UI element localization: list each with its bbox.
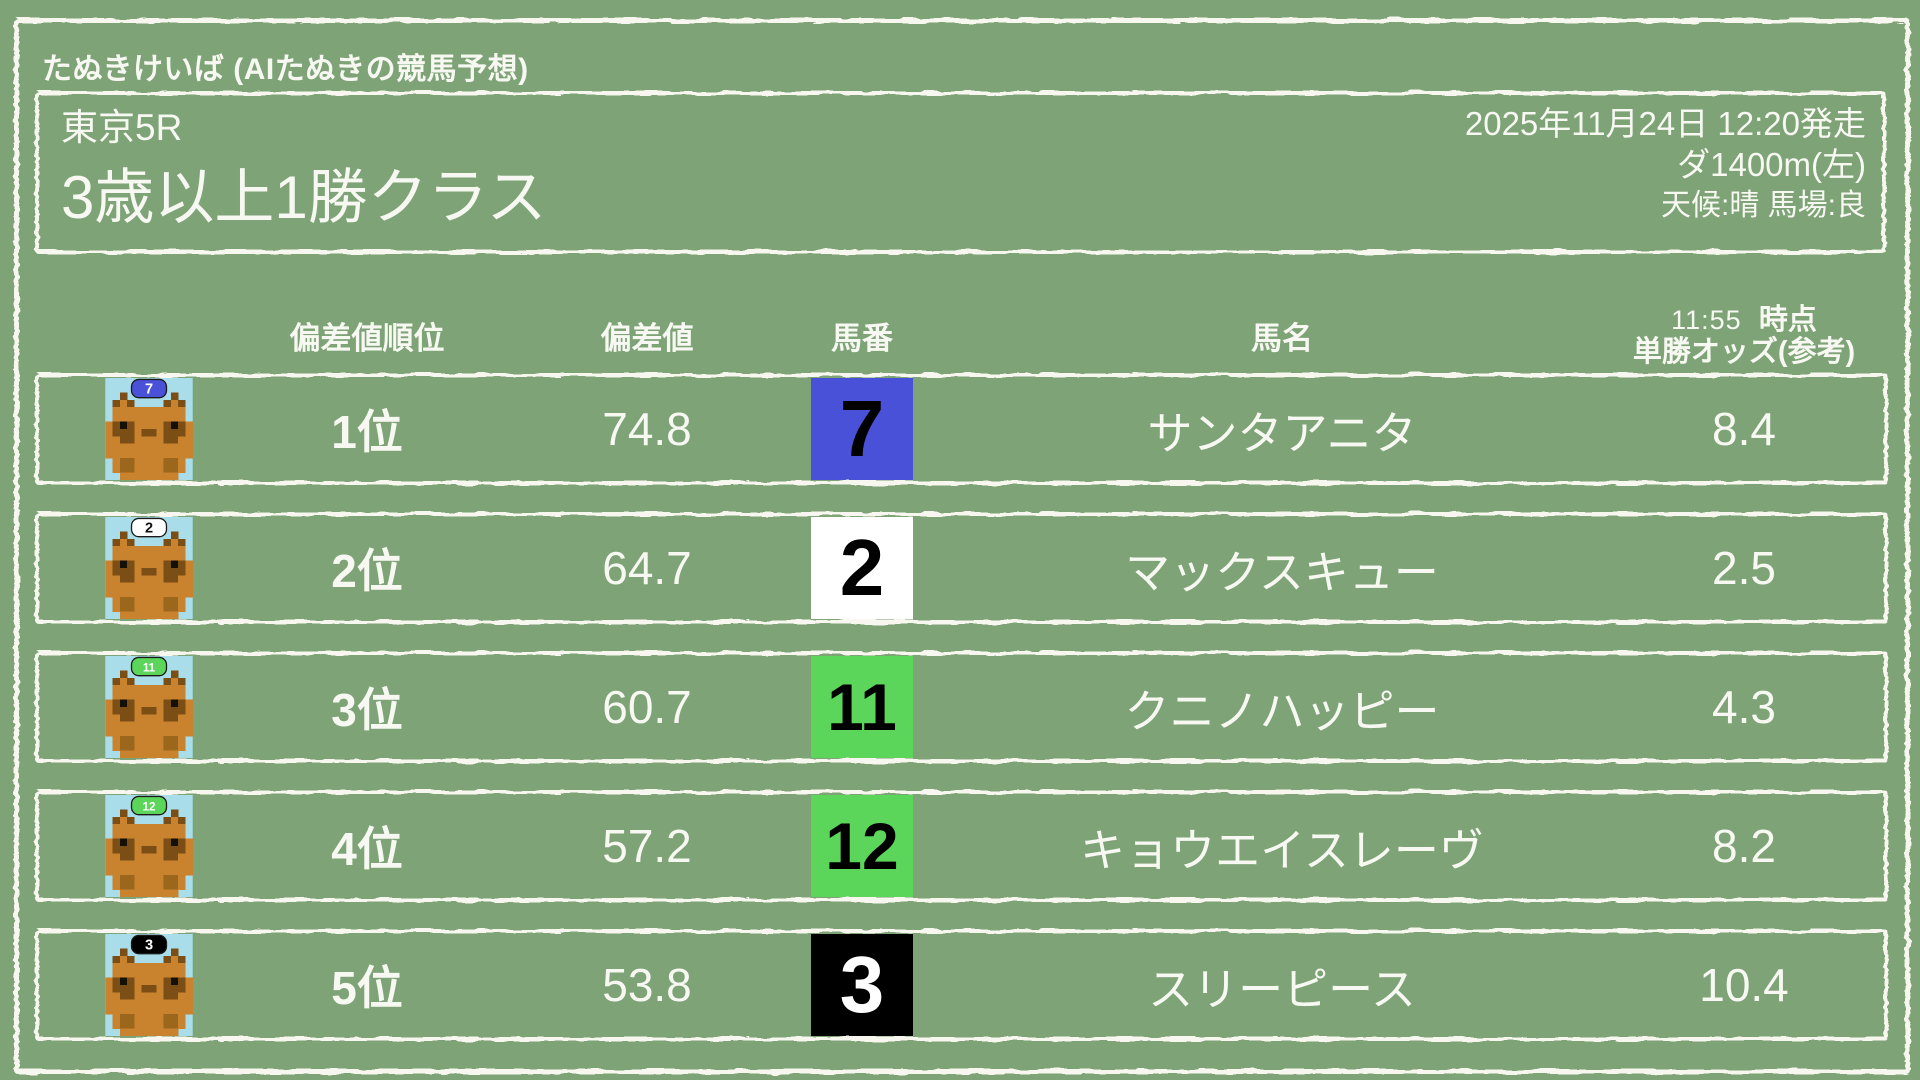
horse-row: 11 3位 60.7 11 クニノハッピー 4.3 <box>37 653 1886 761</box>
svg-text:3: 3 <box>145 937 153 953</box>
score-value: 60.7 <box>602 681 692 733</box>
header-odds-line1: 11:55 時点 <box>1602 303 1886 336</box>
odds-value: 8.4 <box>1712 403 1776 455</box>
horse-name: キョウエイスレーヴ <box>1080 824 1484 876</box>
race-date-start: 2025年11月24日 12:20発走 <box>1464 105 1866 142</box>
horse-number-badge: 3 <box>811 934 913 1036</box>
horse-row: 12 4位 57.2 12 キョウエイスレーヴ 8.2 <box>37 792 1886 900</box>
number-cell: 11 <box>762 656 962 758</box>
horse-name: サンタアニタ <box>1147 407 1417 459</box>
header-number: 馬番 <box>831 320 893 356</box>
header-rank: 偏差値順位 <box>289 320 445 356</box>
horse-name: マックスキュー <box>1125 546 1439 598</box>
horse-number-badge: 2 <box>811 517 913 619</box>
number-cell: 3 <box>762 934 962 1036</box>
number-cell: 12 <box>762 795 962 897</box>
race-info-panel: 東京5R 3歳以上1勝クラス 2025年11月24日 12:20発走 ダ1400… <box>37 93 1884 252</box>
app-title: たぬきけいば (AIたぬきの競馬予想) <box>42 53 529 86</box>
score-value: 64.7 <box>602 542 692 594</box>
horse-name: クニノハッピー <box>1124 685 1440 737</box>
prediction-table: 7 1位 74.8 7 サンタアニタ 8.4 2 2位 64.7 2 マックスキ… <box>37 375 1886 1070</box>
horse-row: 3 5位 53.8 3 スリーピース 10.4 <box>37 931 1886 1039</box>
race-info-left: 東京5R 3歳以上1勝クラス <box>37 93 547 252</box>
race-name: 3歳以上1勝クラス <box>61 164 547 231</box>
avatar-cell: 2 <box>37 517 202 619</box>
rank-label: 5位 <box>331 962 403 1014</box>
rank-label: 3位 <box>331 684 403 736</box>
race-course: ダ1400m(左) <box>1677 146 1866 183</box>
header-odds: 11:55 時点 単勝オッズ(参考) <box>1602 303 1886 368</box>
number-cell: 7 <box>762 378 962 480</box>
header-score: 偏差値 <box>600 320 694 356</box>
horse-number-badge: 7 <box>811 378 913 480</box>
avatar-cell: 12 <box>37 795 202 897</box>
header-odds-line2: 単勝オッズ(参考) <box>1632 335 1856 368</box>
svg-text:12: 12 <box>143 800 156 813</box>
main-panel: たぬきけいば (AIたぬきの競馬予想) 東京5R 3歳以上1勝クラス 2025年… <box>16 20 1908 1072</box>
header-name: 馬名 <box>1251 320 1313 356</box>
table-header: 偏差値順位 偏差値 馬番 馬名 11:55 時点 単勝オッズ(参考) <box>37 296 1886 374</box>
tanuki-avatar-icon: 11 <box>105 656 193 758</box>
svg-text:7: 7 <box>145 381 153 397</box>
horse-row: 7 1位 74.8 7 サンタアニタ 8.4 <box>37 375 1886 483</box>
rank-label: 4位 <box>331 823 403 875</box>
horse-number-badge: 12 <box>811 795 913 897</box>
horse-name: スリーピース <box>1148 963 1416 1015</box>
score-value: 53.8 <box>602 959 692 1011</box>
avatar-cell: 7 <box>37 378 202 480</box>
rank-label: 2位 <box>331 545 403 597</box>
odds-time-suffix: 時点 <box>1758 303 1817 336</box>
svg-text:2: 2 <box>145 520 153 536</box>
number-cell: 2 <box>762 517 962 619</box>
tanuki-avatar-icon: 3 <box>105 934 193 1036</box>
horse-row: 2 2位 64.7 2 マックスキュー 2.5 <box>37 514 1886 622</box>
odds-time: 11:55 <box>1671 304 1742 335</box>
svg-text:11: 11 <box>143 661 156 674</box>
tanuki-avatar-icon: 12 <box>105 795 193 897</box>
rank-label: 1位 <box>331 406 403 458</box>
tanuki-avatar-icon: 7 <box>105 378 193 480</box>
score-value: 57.2 <box>602 820 692 872</box>
horse-number-badge: 11 <box>811 656 913 758</box>
tanuki-avatar-icon: 2 <box>105 517 193 619</box>
score-value: 74.8 <box>602 403 692 455</box>
odds-value: 2.5 <box>1712 542 1776 594</box>
odds-value: 8.2 <box>1712 820 1776 872</box>
odds-value: 10.4 <box>1699 959 1789 1011</box>
race-venue: 東京5R <box>61 107 183 148</box>
race-conditions: 天候:晴 馬場:良 <box>1660 189 1866 222</box>
race-info-right: 2025年11月24日 12:20発走 ダ1400m(左) 天候:晴 馬場:良 <box>1465 93 1884 252</box>
avatar-cell: 11 <box>37 656 202 758</box>
avatar-cell: 3 <box>37 934 202 1036</box>
odds-value: 4.3 <box>1712 681 1776 733</box>
